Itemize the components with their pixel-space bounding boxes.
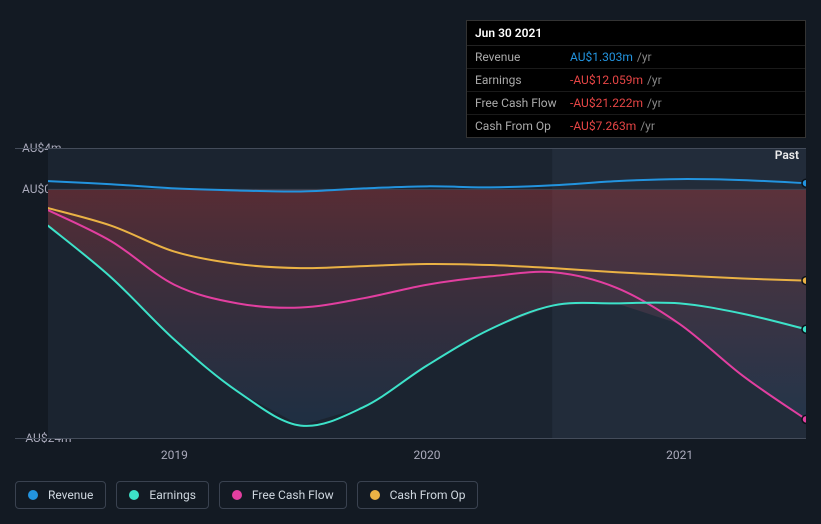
tooltip-row: RevenueAU$1.303m/yr — [467, 46, 805, 69]
legend-swatch — [28, 490, 38, 500]
tooltip-row-unit: /yr — [647, 73, 662, 87]
legend-label: Cash From Op — [390, 488, 466, 502]
tooltip-panel: Jun 30 2021 RevenueAU$1.303m/yrEarnings-… — [466, 20, 806, 138]
tooltip-row-label: Cash From Op — [475, 119, 570, 133]
series-end-marker — [802, 325, 806, 333]
series-end-marker — [802, 179, 806, 187]
series-end-marker — [802, 415, 806, 423]
legend-label: Earnings — [149, 488, 196, 502]
tooltip-row-value: AU$1.303m — [570, 50, 633, 64]
y-axis-label: AU$0 — [22, 182, 51, 196]
legend-swatch — [129, 490, 139, 500]
legend-swatch — [370, 490, 380, 500]
grid-line — [15, 148, 806, 149]
series-end-marker — [802, 277, 806, 285]
past-label: Past — [775, 148, 799, 162]
grid-line — [15, 438, 806, 439]
tooltip-row: Cash From Op-AU$7.263m/yr — [467, 115, 805, 137]
x-axis-label: 2019 — [161, 448, 188, 462]
legend-item[interactable]: Earnings — [116, 481, 209, 509]
tooltip-row-label: Earnings — [475, 73, 570, 87]
legend-item[interactable]: Free Cash Flow — [219, 481, 347, 509]
tooltip-row-value: -AU$7.263m — [570, 119, 636, 133]
legend-item[interactable]: Cash From Op — [357, 481, 479, 509]
tooltip-row: Earnings-AU$12.059m/yr — [467, 69, 805, 92]
legend-label: Free Cash Flow — [252, 488, 334, 502]
tooltip-row-unit: /yr — [637, 50, 652, 64]
legend-swatch — [232, 490, 242, 500]
legend: Revenue Earnings Free Cash Flow Cash From O… — [15, 481, 478, 509]
legend-item[interactable]: Revenue — [15, 481, 106, 509]
tooltip-date: Jun 30 2021 — [467, 21, 805, 46]
financial-chart — [48, 148, 806, 438]
tooltip-row-label: Revenue — [475, 50, 570, 64]
legend-label: Revenue — [48, 488, 93, 502]
tooltip-row-value: -AU$21.222m — [570, 96, 643, 110]
x-axis-label: 2021 — [666, 448, 693, 462]
tooltip-row: Free Cash Flow-AU$21.222m/yr — [467, 92, 805, 115]
tooltip-row-label: Free Cash Flow — [475, 96, 570, 110]
x-axis-label: 2020 — [414, 448, 441, 462]
tooltip-row-value: -AU$12.059m — [570, 73, 643, 87]
tooltip-row-unit: /yr — [640, 119, 655, 133]
tooltip-row-unit: /yr — [647, 96, 662, 110]
